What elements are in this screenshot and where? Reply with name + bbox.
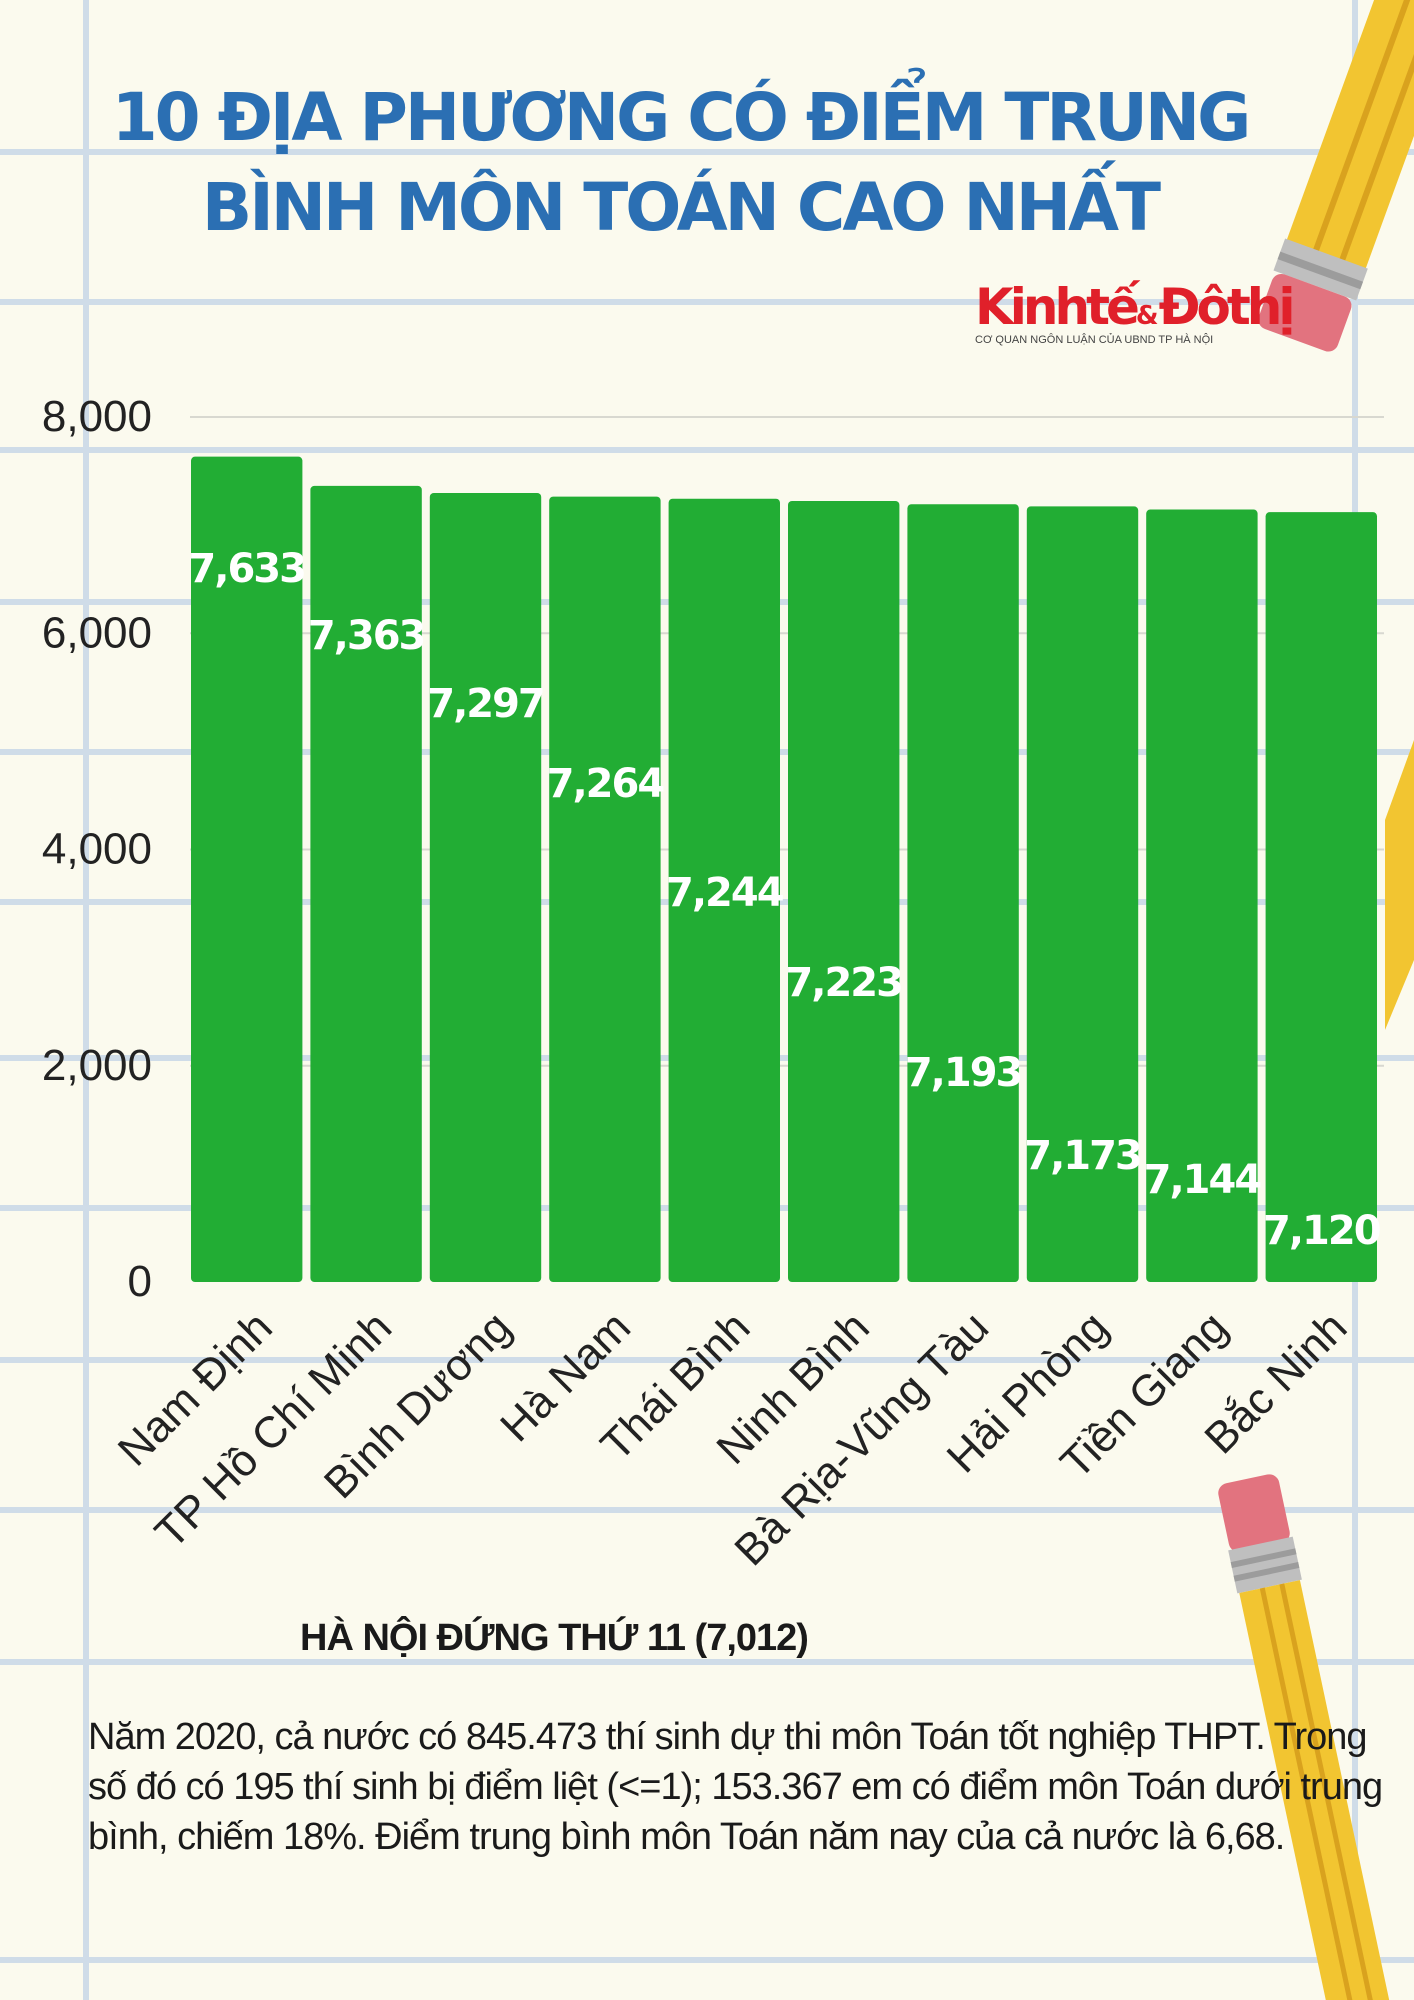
logo-ampersand: & (1135, 301, 1159, 331)
data-label: 7,633 (188, 546, 305, 592)
bar (1146, 509, 1258, 1282)
pencil-icon (1218, 1474, 1392, 2000)
logo-tagline: CƠ QUAN NGÔN LUẬN CỦA UBND TP HÀ NỘI (975, 334, 1214, 346)
data-label: 7,264 (547, 761, 664, 807)
bar (429, 493, 542, 1283)
data-label: 7,297 (427, 681, 544, 727)
pencil-icon (1258, 0, 1414, 352)
data-label: 7,363 (308, 613, 425, 659)
pencil-icon (1385, 740, 1414, 1030)
logo-name-part2: Đôthị (1158, 278, 1296, 336)
bar (668, 498, 780, 1282)
bar (191, 456, 303, 1282)
bar (1265, 512, 1377, 1282)
data-label: 7,144 (1144, 1157, 1261, 1203)
logo-name-part1: Kinhtế (975, 278, 1140, 336)
brand-logo: Kinhtế&Đôthị CƠ QUAN NGÔN LUẬN CỦA UBND … (975, 282, 1295, 346)
bar (907, 504, 1019, 1283)
bar (310, 485, 422, 1282)
hanoi-rank-note: HÀ NỘI ĐỨNG THỨ 11 (7,012) (300, 1617, 809, 1659)
data-label: 7,223 (785, 960, 902, 1006)
page-title-line-2: BÌNH MÔN TOÁN CAO NHẤT (201, 169, 1161, 246)
y-tick-label: 4,000 (42, 825, 152, 874)
y-tick-label: 2,000 (42, 1041, 152, 1090)
data-label: 7,120 (1263, 1208, 1380, 1254)
data-label: 7,193 (905, 1050, 1022, 1096)
bar (549, 496, 661, 1283)
page-title-line-1: 10 ĐỊA PHƯƠNG CÓ ĐIỂM TRUNG (111, 79, 1252, 156)
y-tick-label: 0 (128, 1257, 152, 1306)
data-label: 7,173 (1024, 1133, 1141, 1179)
summary-paragraph: Năm 2020, cả nước có 845.473 thí sinh dự… (88, 1716, 1383, 1858)
data-label: 7,244 (666, 870, 783, 916)
bar (788, 501, 900, 1282)
y-tick-label: 8,000 (42, 392, 152, 441)
bar (1026, 506, 1139, 1282)
y-tick-label: 6,000 (42, 608, 152, 657)
